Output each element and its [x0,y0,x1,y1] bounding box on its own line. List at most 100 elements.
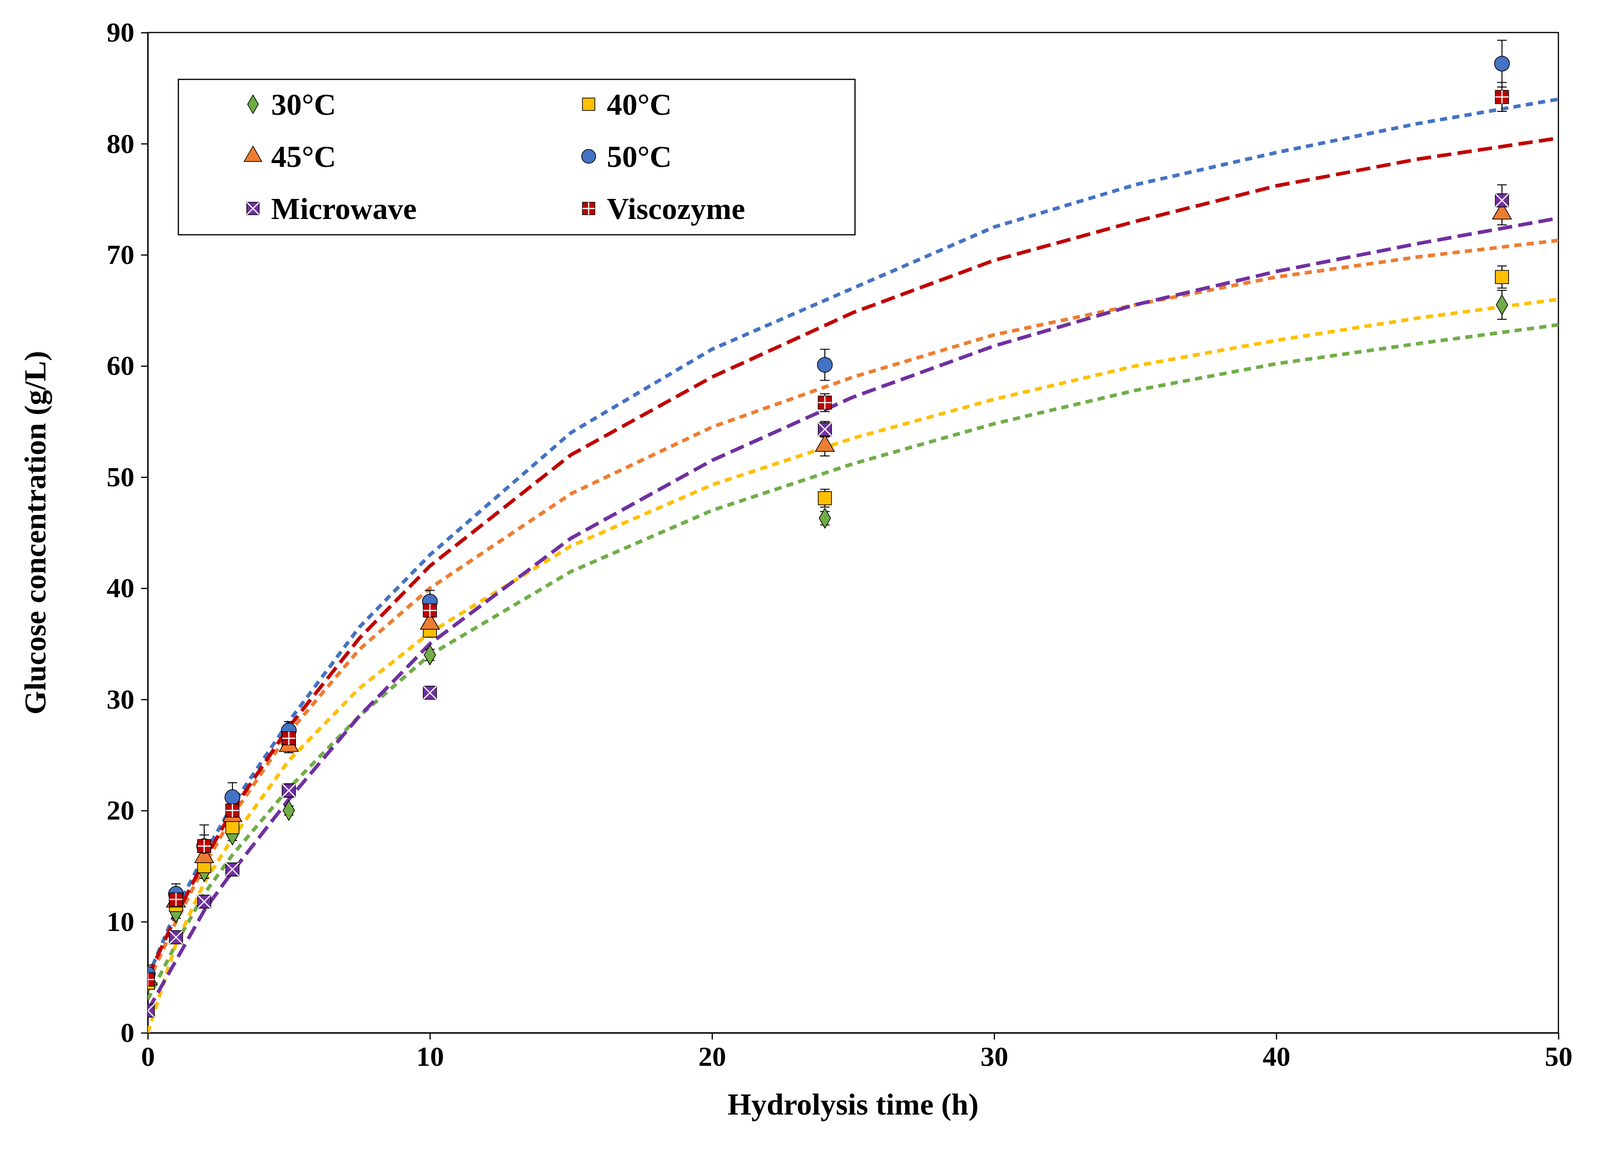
marker-shape [225,862,240,877]
legend-marker [246,202,260,215]
y-tick-mark [141,32,148,34]
x-tick-mark [147,1032,149,1040]
marker-cross [423,686,437,700]
y-tick-label: 60 [106,350,135,382]
y-tick: 20 [106,794,148,826]
marker-shape [196,838,212,854]
x-tick: 50 [1545,1032,1573,1073]
y-tick-label: 0 [120,1017,135,1049]
data-point [147,973,155,987]
marker-cross [147,1004,155,1018]
legend-label: Microwave [271,191,417,226]
x-axis-line [148,1032,1559,1034]
marker-shape [423,686,437,700]
marker-shape [247,95,259,114]
legend-entry: Microwave [246,191,417,226]
marker-cross [582,202,595,215]
data-point [282,731,296,746]
data-point [818,395,832,410]
fit-line [147,324,1559,1000]
y-tick: 40 [106,572,148,604]
x-tick: 20 [698,1032,727,1073]
plot-frame [147,32,1559,1033]
marker-cross [282,783,296,798]
data-point [224,789,240,805]
legend-label: 45°C [271,139,337,174]
legend-label: 30°C [271,87,337,122]
data-point [817,357,833,373]
marker-shape [225,820,240,834]
marker-shape [815,435,834,452]
data-point [197,839,211,854]
legend-box [178,79,855,235]
data-point [423,686,437,700]
marker-shape [1495,90,1509,104]
marker-cross [818,395,832,410]
y-tick-label: 20 [106,794,135,826]
x-tick: 40 [1262,1032,1291,1073]
marker-shape [818,422,832,437]
y-tick-label: 70 [106,239,135,271]
y-tick-mark [141,143,148,145]
x-axis: 0 10 20 30 40 50 [141,1032,1573,1073]
y-tick: 80 [106,128,148,160]
legend: 30°C 40°C 45°C 50°C Microwave Viscozyme [178,79,855,235]
x-tick: 30 [980,1032,1009,1073]
x-tick-mark [1275,1032,1278,1040]
data-point [1495,90,1509,104]
legend-entry: Viscozyme [582,191,746,226]
marker-shape [147,1004,155,1018]
y-tick-mark [141,921,148,923]
marker-cross [1495,90,1509,104]
marker-cross [169,930,183,944]
data-point [1495,270,1509,285]
marker-shape [197,839,211,854]
data-point [423,603,437,618]
marker-shape [817,357,833,373]
data-point [424,645,436,665]
marker-shape [819,508,831,528]
data-point [283,800,295,821]
legend-label: 50°C [606,139,672,174]
x-tick-label: 40 [1262,1041,1291,1073]
marker-shape [197,895,211,909]
marker-shape [424,645,436,665]
marker-cross [169,892,183,907]
data-point [819,508,831,528]
marker-shape [1494,55,1510,71]
data-point [818,491,832,505]
data-point [147,1004,155,1018]
marks [147,40,1559,1033]
chart: 010203040500102030405060708090Hydrolysis… [0,0,1600,1160]
plot: 010203040500102030405060708090 [106,16,1573,1073]
x-tick-label: 10 [416,1041,445,1073]
fit-line [147,240,1559,984]
data-point [166,890,186,908]
y-tick: 0 [120,1017,148,1049]
marker-cross [225,862,240,877]
marker-shape [282,731,296,746]
marker-shape [582,202,595,215]
marker-shape [246,202,260,215]
data-point [815,435,834,452]
marker-shape [818,395,832,410]
data-point [1494,55,1510,71]
data-point [169,930,183,944]
marker-shape [147,973,155,987]
marker-shape [225,803,240,818]
data-point [818,422,832,437]
marker-shape [423,603,437,618]
y-axis: 0102030405060708090 [106,16,149,1049]
x-tick-mark [1557,1032,1560,1040]
x-tick-label: 50 [1545,1041,1573,1073]
marker-cross [197,895,211,909]
legend-label: 40°C [606,87,672,122]
legend-marker [581,149,596,164]
x-tick: 10 [416,1032,445,1073]
y-tick-mark [141,1032,148,1034]
y-tick-label: 40 [106,572,135,604]
y-tick-label: 10 [106,906,135,938]
marker-cross [197,839,211,854]
marker-cross [225,803,240,818]
x-tick-label: 0 [141,1041,155,1073]
